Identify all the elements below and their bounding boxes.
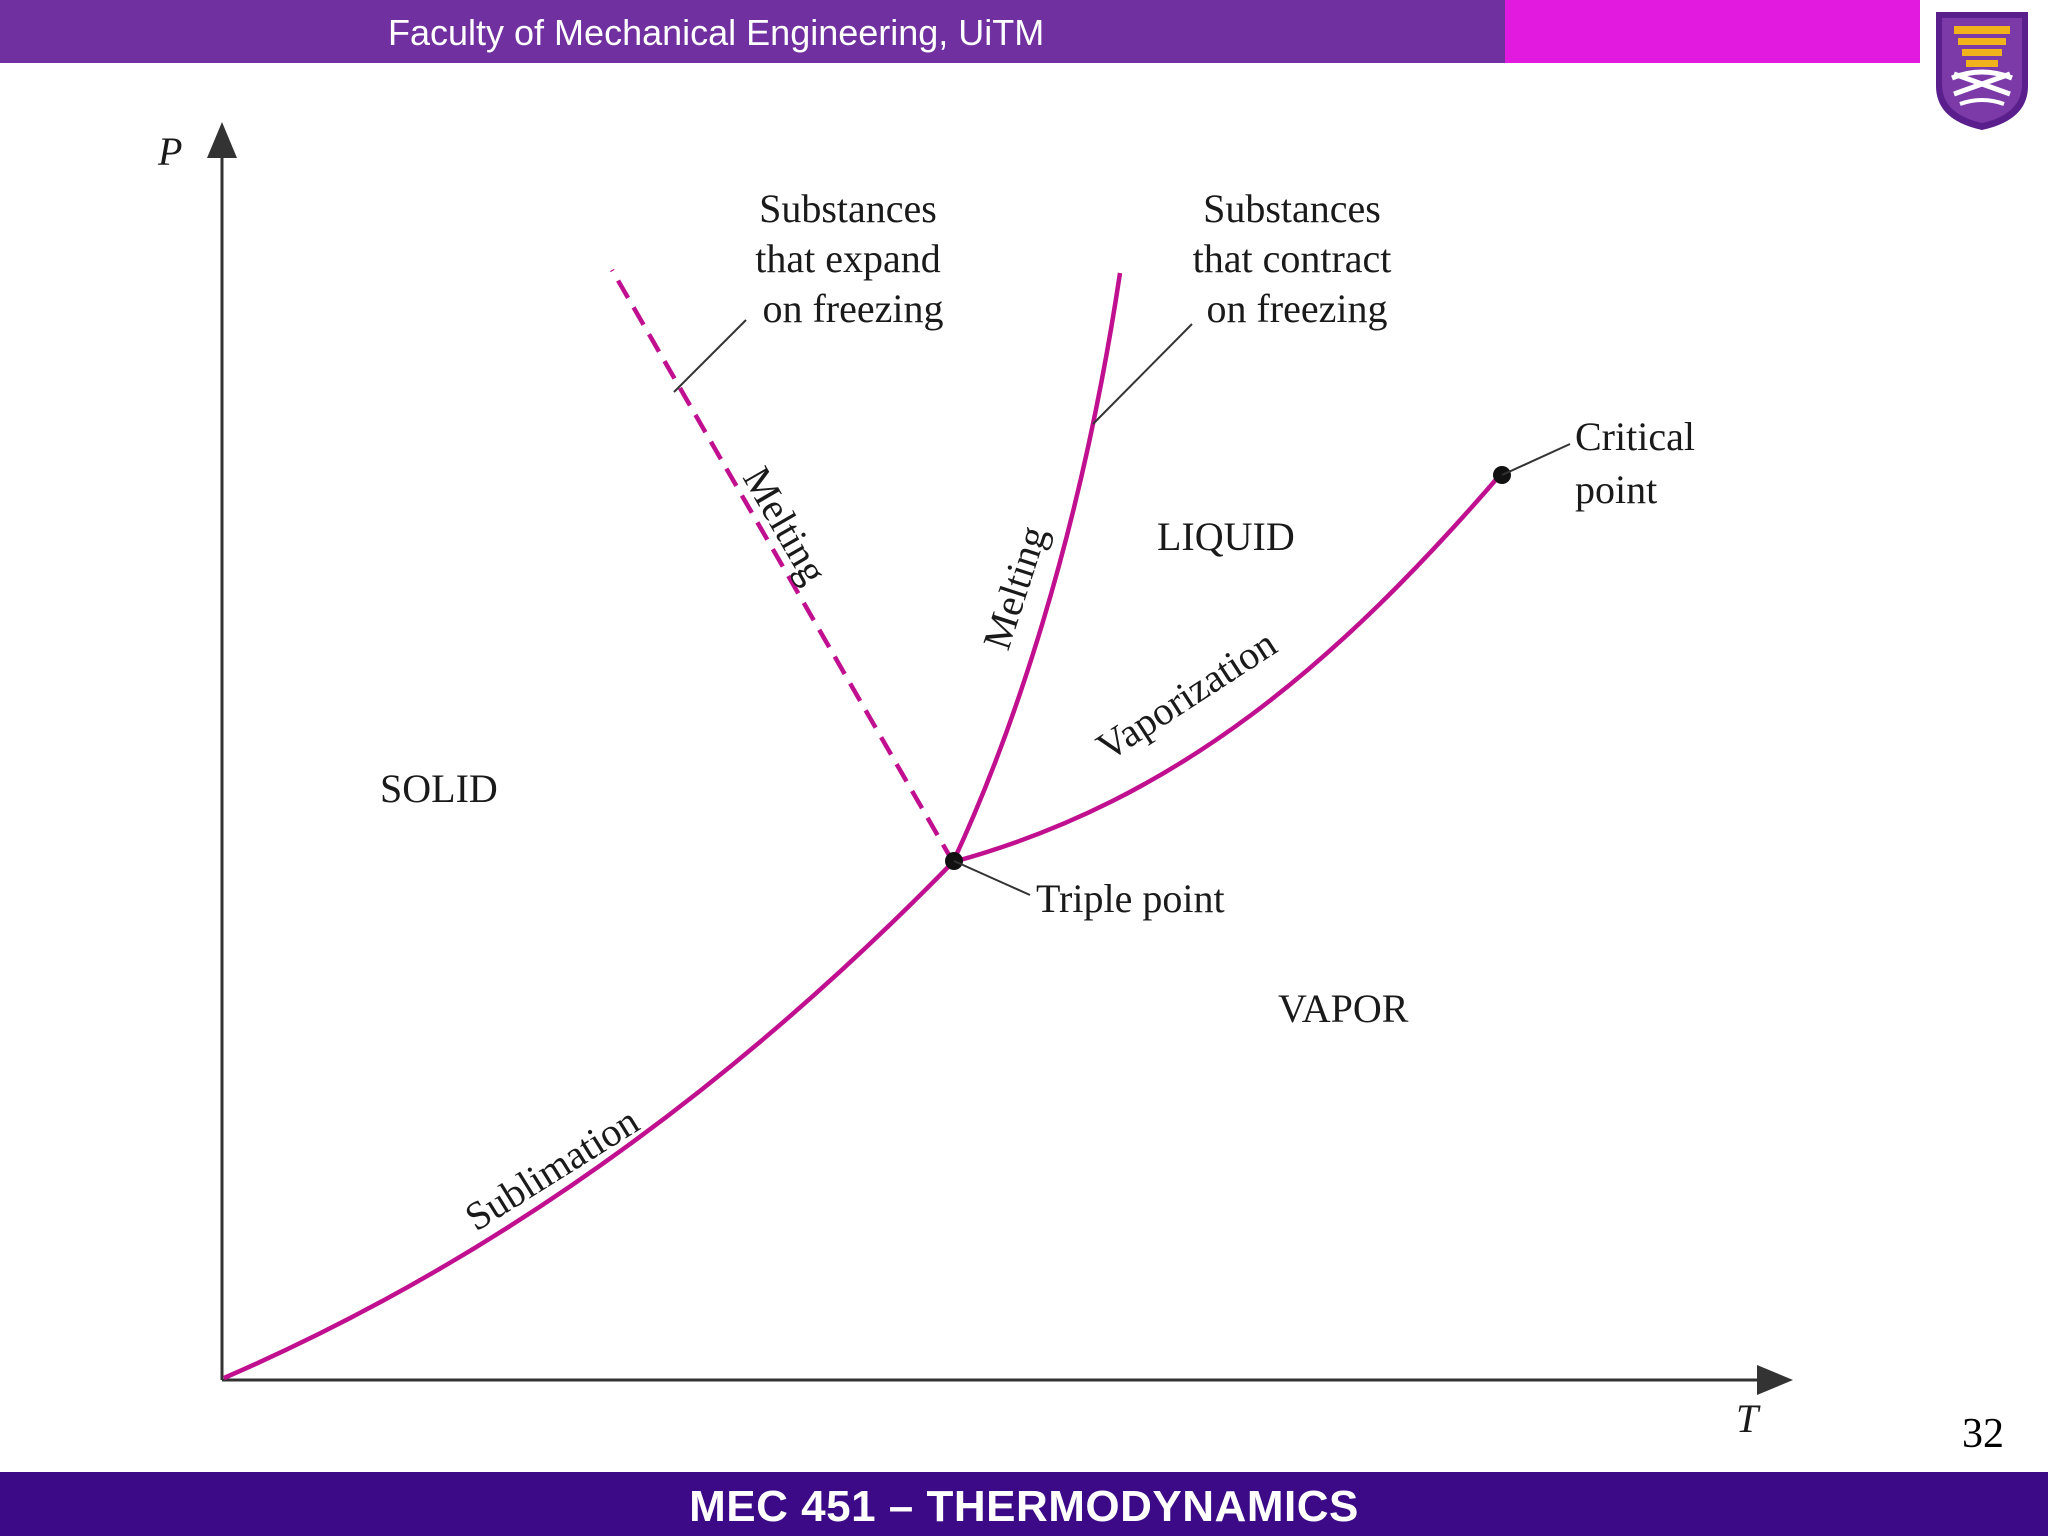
expand-annotation: Substances that expand on freezing — [755, 186, 951, 331]
solid-region-label: SOLID — [380, 766, 498, 811]
uitm-crest-icon — [1936, 12, 2028, 130]
critical-point-label: Critical point — [1575, 414, 1705, 512]
header-bar: Faculty of Mechanical Engineering, UiTM — [0, 0, 1505, 63]
vaporization-label: Vaporization — [1088, 620, 1284, 769]
header-accent-bar — [1505, 0, 1920, 63]
page-number: 32 — [1962, 1411, 2004, 1457]
phase-diagram: P T SOLID LIQUID VAPOR Sublimation Vapor… — [157, 122, 1793, 1441]
expand-leader-line — [673, 319, 747, 393]
y-axis-label: P — [157, 129, 182, 174]
contract-leader-line — [1092, 323, 1193, 425]
vapor-region-label: VAPOR — [1278, 986, 1409, 1031]
footer-bar: MEC 451 – THERMODYNAMICS — [0, 1472, 2048, 1536]
sublimation-label: Sublimation — [457, 1098, 647, 1240]
melting-curve-expand — [610, 268, 955, 864]
vaporization-curve — [952, 473, 1502, 865]
melting-curve-contract — [950, 272, 1123, 863]
melting-expand-label: Melting — [734, 459, 836, 591]
sublimation-curve — [223, 860, 955, 1381]
critical-leader-line — [1501, 443, 1571, 476]
x-axis-label: T — [1736, 1396, 1761, 1441]
liquid-region-label: LIQUID — [1157, 514, 1295, 559]
triple-point-label: Triple point — [1036, 876, 1225, 921]
footer-title: MEC 451 – THERMODYNAMICS — [689, 1482, 1359, 1531]
header-title: Faculty of Mechanical Engineering, UiTM — [388, 12, 1045, 53]
triple-leader-line — [953, 860, 1031, 896]
melting-contract-label: Melting — [974, 520, 1056, 654]
contract-annotation: Substances that contract on freezing — [1193, 186, 1402, 331]
